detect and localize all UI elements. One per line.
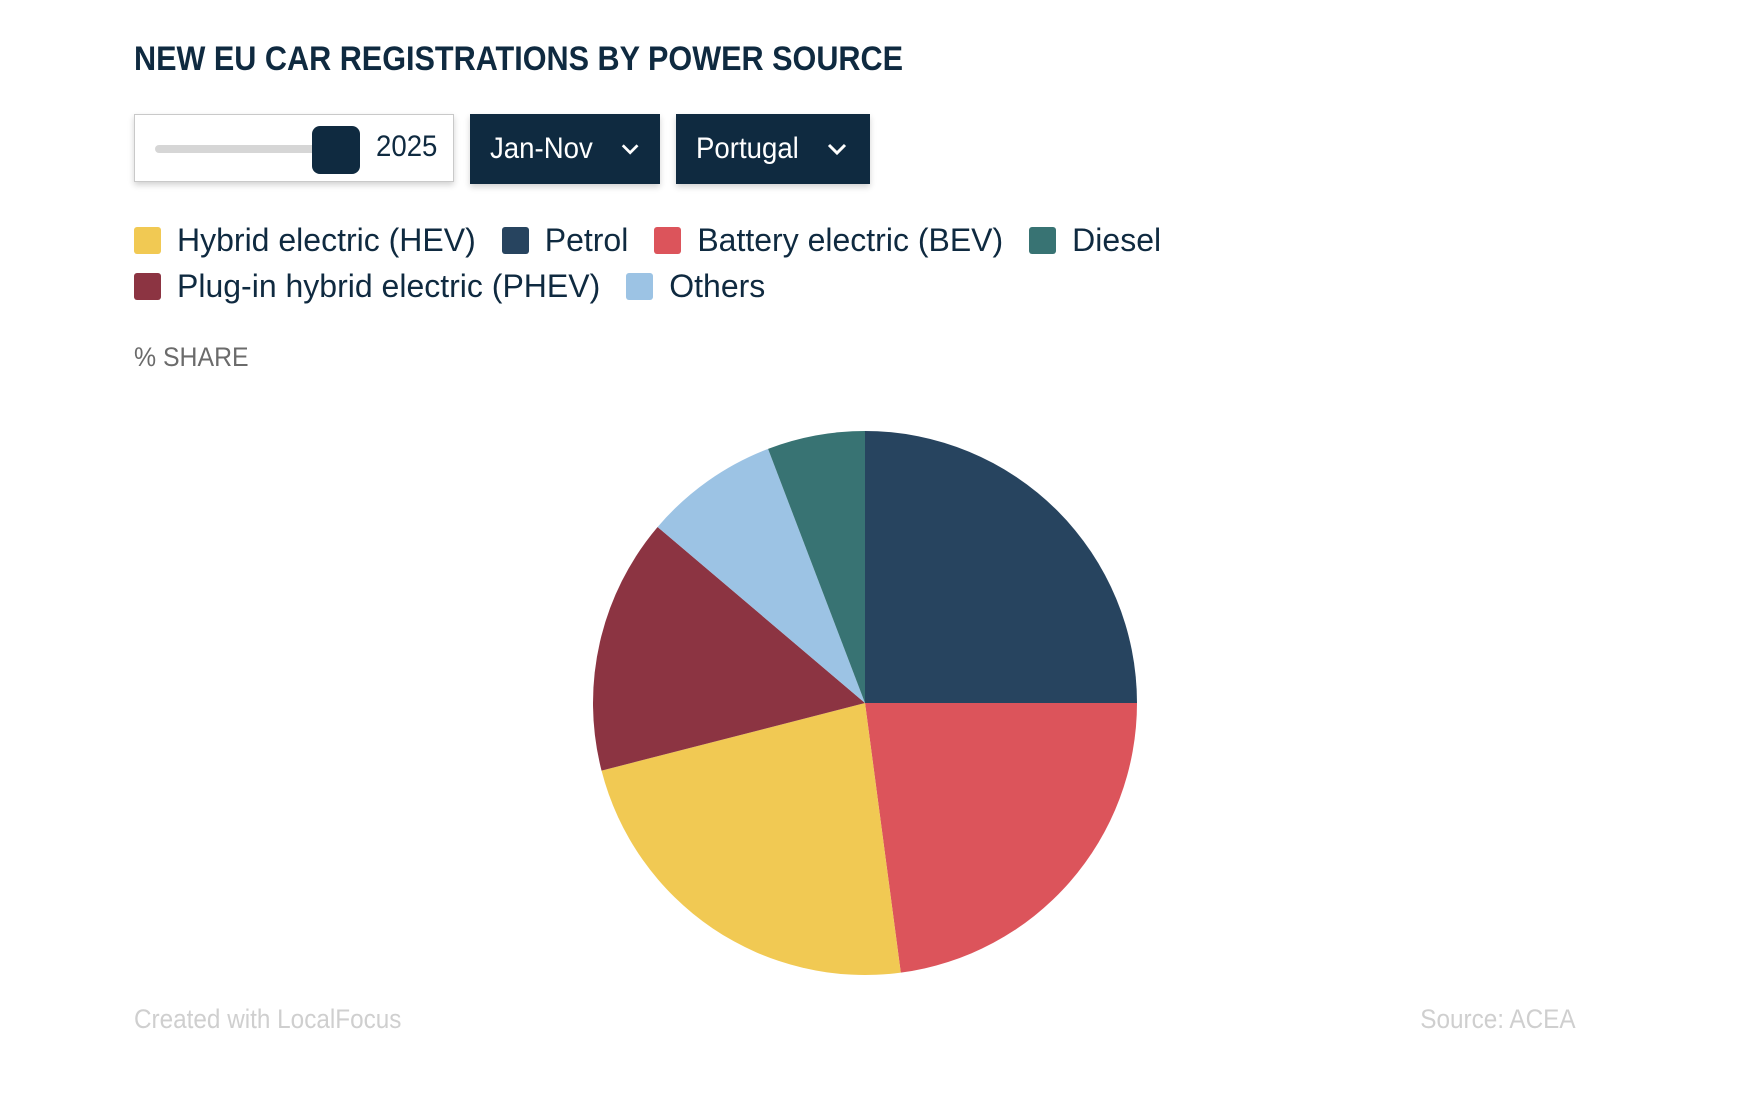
chevron-down-icon [827,143,846,156]
footer-credit: Created with LocalFocus [134,1004,402,1034]
legend-label: Others [669,267,766,304]
year-slider-track[interactable] [155,145,335,153]
legend-item[interactable]: Plug-in hybrid electric (PHEV) [134,267,601,304]
pie-slice-petrol[interactable] [865,431,1137,703]
pie-slice-diesel[interactable] [768,431,865,703]
legend-swatch [134,272,161,300]
chart-title: NEW EU CAR REGISTRATIONS BY POWER SOURCE [134,40,904,78]
period-dropdown-label: Jan-Nov [490,132,593,165]
unit-label: % SHARE [134,342,249,372]
legend-swatch [134,226,161,254]
legend-label: Hybrid electric (HEV) [177,221,476,258]
legend-swatch [654,226,682,254]
legend-item[interactable]: Battery electric (BEV) [654,221,1004,258]
legend-item[interactable]: Petrol [501,221,629,258]
legend-swatch [501,226,529,254]
legend-swatch [626,272,654,300]
legend-swatch [1029,226,1057,254]
pie-slice-hybrid-electric-hev[interactable] [601,703,901,975]
pie-slice-battery-electric-bev[interactable] [865,703,1137,973]
legend-item[interactable]: Others [626,267,766,304]
country-dropdown[interactable]: Portugal [676,114,870,184]
footer-source: Source: ACEA [1420,1004,1576,1034]
chevron-down-icon [621,144,639,155]
country-dropdown-label: Portugal [696,132,799,165]
legend-item[interactable]: Hybrid electric (HEV) [134,221,476,258]
legend-label: Battery electric (BEV) [697,221,1004,258]
year-slider-thumb[interactable] [312,126,360,174]
chart-controls: 2025 Jan-Nov Portugal [134,114,870,184]
period-dropdown[interactable]: Jan-Nov [470,114,660,184]
legend-label: Diesel [1072,221,1162,258]
pie-slice-plug-in-hybrid-electric-phev[interactable] [593,527,865,771]
legend-item[interactable]: Diesel [1029,221,1162,258]
legend-label: Plug-in hybrid electric (PHEV) [177,267,601,304]
year-slider-value: 2025 [376,130,438,163]
pie-slice-others[interactable] [657,448,865,703]
year-slider[interactable]: 2025 [134,114,454,182]
chart-legend: Hybrid electric (HEV) Petrol Battery elect… [134,221,1554,304]
legend-label: Petrol [544,221,629,258]
